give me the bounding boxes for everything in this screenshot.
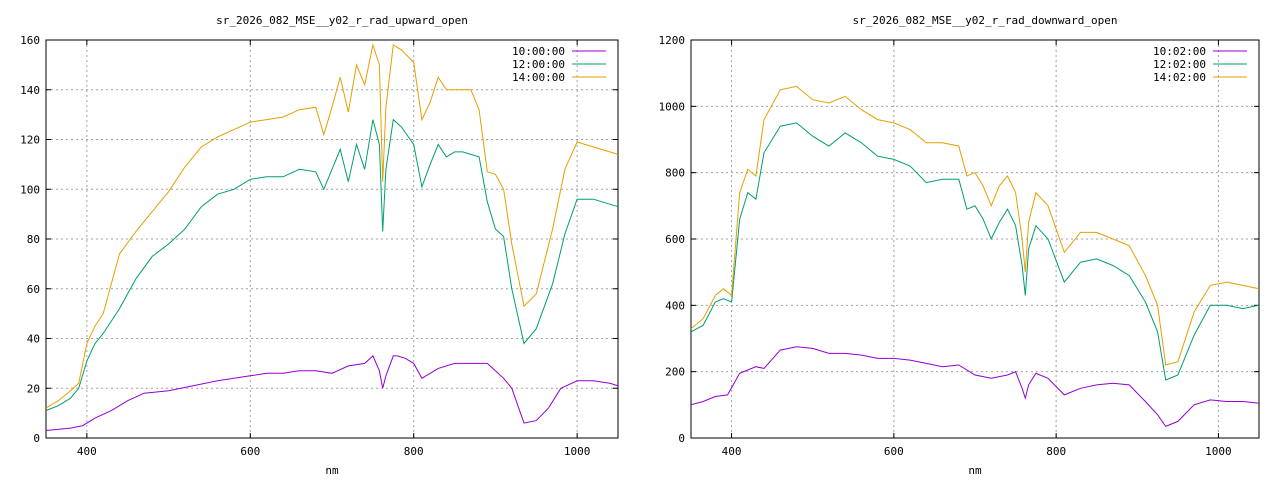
x-tick-label: 400 bbox=[77, 445, 97, 458]
series-line-100200 bbox=[691, 346, 1259, 428]
x-tick-label: 1000 bbox=[1205, 445, 1232, 458]
series-line-120200 bbox=[691, 122, 1259, 381]
y-tick-label: 20 bbox=[27, 382, 40, 395]
y-tick-label: 200 bbox=[665, 366, 685, 379]
chart-title: sr_2026_082_MSE__y02_r_rad_upward_open bbox=[216, 14, 468, 27]
y-tick-label: 60 bbox=[27, 283, 40, 296]
chart-upward: 0 20 40 60 80 100 120 140 160 400 600 800 1000 sr_202… bbox=[20, 14, 619, 477]
x-axis-label: nm bbox=[968, 464, 982, 477]
y-tick-label: 100 bbox=[20, 183, 40, 196]
x-tick-label: 600 bbox=[884, 445, 904, 458]
y-tick-label: 1200 bbox=[659, 34, 686, 47]
y-tick-label: 800 bbox=[665, 167, 685, 180]
y-tick-label: 160 bbox=[20, 34, 40, 47]
legend-label: 14:00:00 bbox=[512, 71, 565, 84]
x-tick-label: 400 bbox=[722, 445, 742, 458]
legend-label: 12:02:00 bbox=[1153, 58, 1206, 71]
x-tick-label: 1000 bbox=[564, 445, 591, 458]
series-group bbox=[46, 43, 618, 431]
legend-label: 14:02:00 bbox=[1153, 71, 1206, 84]
y-tick-label: 0 bbox=[678, 432, 685, 445]
grid-lines bbox=[691, 40, 1259, 438]
series-line-140200 bbox=[691, 85, 1259, 366]
y-tick-label: 80 bbox=[27, 233, 40, 246]
y-tick-label: 120 bbox=[20, 134, 40, 147]
y-tick-label: 0 bbox=[33, 432, 40, 445]
series-group bbox=[691, 85, 1259, 428]
x-tick-label: 600 bbox=[240, 445, 260, 458]
y-tick-label: 600 bbox=[665, 233, 685, 246]
chart-title: sr_2026_082_MSE__y02_r_rad_downward_open bbox=[853, 14, 1118, 27]
series-line-140000 bbox=[46, 43, 618, 409]
y-tick-label: 1000 bbox=[659, 100, 686, 113]
legend-label: 10:00:00 bbox=[512, 45, 565, 58]
y-tick-label: 140 bbox=[20, 84, 40, 97]
grid-lines bbox=[46, 40, 618, 438]
chart-downward: 0 200 400 600 800 1000 1200 400 600 800 1000 sr_202… bbox=[659, 14, 1260, 477]
y-tick-label: 400 bbox=[665, 299, 685, 312]
x-tick-label: 800 bbox=[404, 445, 424, 458]
legend-label: 10:02:00 bbox=[1153, 45, 1206, 58]
legend-label: 12:00:00 bbox=[512, 58, 565, 71]
series-line-120000 bbox=[46, 118, 618, 412]
x-tick-label: 800 bbox=[1046, 445, 1066, 458]
y-tick-label: 40 bbox=[27, 333, 40, 346]
series-line-100000 bbox=[46, 355, 618, 431]
x-axis-label: nm bbox=[325, 464, 339, 477]
